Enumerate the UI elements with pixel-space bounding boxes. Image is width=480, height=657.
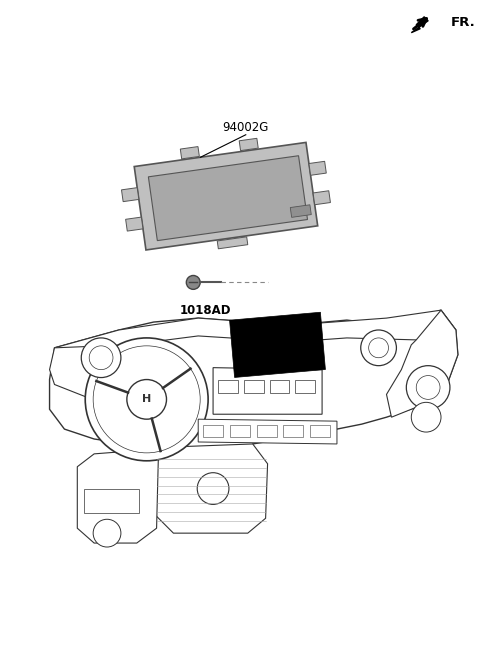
Polygon shape [49,310,458,477]
Circle shape [361,330,396,366]
Circle shape [93,346,200,453]
Polygon shape [154,444,267,533]
Bar [218,380,238,394]
Polygon shape [290,205,312,217]
Circle shape [369,338,388,357]
Circle shape [93,519,121,547]
Circle shape [411,402,441,432]
Circle shape [407,366,450,409]
Bar [203,425,223,437]
Text: 94002G: 94002G [223,121,269,134]
Bar [230,425,250,437]
Polygon shape [198,419,337,444]
Text: 1018AD: 1018AD [180,304,231,317]
Text: FR.: FR. [451,16,476,30]
Polygon shape [126,217,143,231]
Text: H: H [142,394,151,404]
Bar [257,425,276,437]
Polygon shape [134,143,318,250]
Polygon shape [386,310,458,417]
Polygon shape [121,188,139,202]
Polygon shape [148,156,308,240]
Polygon shape [217,237,248,249]
Polygon shape [229,312,325,378]
Polygon shape [77,449,158,543]
Polygon shape [213,368,322,414]
Circle shape [416,376,440,399]
Circle shape [81,338,121,378]
Bar [84,489,139,513]
Polygon shape [49,345,156,399]
Polygon shape [313,191,330,205]
Polygon shape [411,17,428,33]
Polygon shape [309,162,326,175]
Polygon shape [55,310,456,355]
Circle shape [85,338,208,461]
Bar [295,380,315,394]
Bar [310,425,330,437]
Circle shape [89,346,113,370]
Circle shape [127,380,167,419]
Bar [244,380,264,394]
Polygon shape [180,147,199,159]
Bar [283,425,303,437]
Polygon shape [127,461,167,495]
Circle shape [197,472,229,505]
Circle shape [186,275,200,289]
Polygon shape [239,139,258,150]
Bar [270,380,289,394]
